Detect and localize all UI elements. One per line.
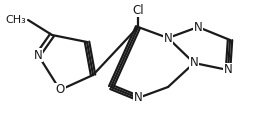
Text: CH₃: CH₃ <box>5 15 26 25</box>
Text: N: N <box>194 21 202 33</box>
Text: Cl: Cl <box>132 3 144 17</box>
Text: N: N <box>190 57 198 69</box>
Text: N: N <box>34 48 43 62</box>
Text: N: N <box>164 32 172 45</box>
Text: N: N <box>134 91 142 105</box>
Text: O: O <box>55 84 65 96</box>
Text: N: N <box>224 63 232 76</box>
